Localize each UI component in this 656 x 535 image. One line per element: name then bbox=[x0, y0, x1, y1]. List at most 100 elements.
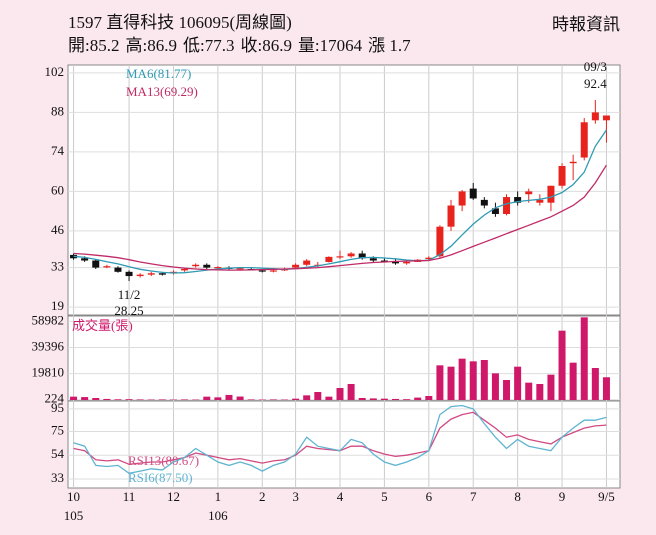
candle-body bbox=[181, 269, 189, 271]
quote-label: 漲 bbox=[368, 36, 389, 55]
quote-value: 77.3 bbox=[205, 36, 235, 55]
bar bbox=[203, 396, 211, 400]
candle-body bbox=[425, 257, 433, 260]
quote-value: 86.9 bbox=[147, 36, 177, 55]
candle-body bbox=[602, 115, 610, 121]
quote-value: 86.9 bbox=[262, 36, 292, 55]
candle-body bbox=[336, 256, 344, 258]
candle-body bbox=[136, 274, 144, 277]
bar bbox=[269, 399, 277, 400]
candle-body bbox=[114, 267, 122, 272]
bar bbox=[414, 397, 422, 400]
x-tick-label: 2 bbox=[259, 489, 266, 504]
candle-body bbox=[325, 256, 333, 262]
candle-body bbox=[81, 258, 89, 261]
candle-body bbox=[503, 197, 511, 214]
x-tick-label: 10 bbox=[67, 489, 80, 504]
bar bbox=[469, 361, 477, 400]
x-tick-label: 9 bbox=[559, 489, 566, 504]
bar bbox=[569, 362, 577, 400]
candle-body bbox=[292, 264, 300, 268]
annotation: 11/2 bbox=[118, 287, 141, 302]
candle-body bbox=[192, 264, 200, 267]
x-tick-label: 3 bbox=[292, 489, 299, 504]
candle-body bbox=[358, 253, 366, 259]
bar bbox=[236, 396, 244, 400]
x-tick-label: 1 bbox=[215, 489, 222, 504]
candle-body bbox=[569, 161, 577, 164]
candle-body bbox=[103, 266, 111, 268]
legend-entry: MA6(81.77) bbox=[126, 66, 191, 81]
legend-entry: MA13(69.29) bbox=[126, 84, 198, 99]
bar bbox=[380, 398, 388, 400]
bar bbox=[70, 396, 78, 400]
y-tick-label: 54 bbox=[51, 446, 65, 461]
quote: 開:85.2 高:86.9 低:77.3 收:86.9 量:17064 漲 1.7 bbox=[68, 36, 411, 55]
bar bbox=[336, 388, 344, 400]
bar bbox=[436, 365, 444, 400]
y-tick-label: 19810 bbox=[32, 365, 65, 380]
y-tick-label: 46 bbox=[51, 222, 65, 237]
candle-body bbox=[514, 197, 522, 203]
bar bbox=[125, 399, 133, 400]
bar bbox=[225, 394, 233, 400]
candle-body bbox=[369, 258, 377, 261]
candle-body bbox=[92, 260, 100, 268]
candle-body bbox=[347, 253, 355, 257]
bar bbox=[292, 398, 300, 400]
bar bbox=[136, 399, 144, 400]
panel bbox=[67, 64, 621, 316]
candle-body bbox=[269, 270, 277, 272]
candle-body bbox=[125, 271, 133, 277]
bar bbox=[325, 396, 333, 400]
annotation-value: 92.4 bbox=[584, 76, 607, 91]
candle-body bbox=[403, 261, 411, 264]
bar bbox=[425, 396, 433, 400]
annotation: 09/3 bbox=[584, 59, 607, 74]
quote-value: 85.2 bbox=[90, 36, 120, 55]
x-tick-label: 8 bbox=[514, 489, 521, 504]
bar bbox=[514, 366, 522, 400]
bar bbox=[303, 395, 311, 400]
bar bbox=[547, 374, 555, 400]
candle-body bbox=[591, 112, 599, 121]
bar bbox=[314, 392, 322, 400]
candle-body bbox=[147, 273, 155, 275]
bar bbox=[580, 317, 588, 400]
bar bbox=[358, 398, 366, 400]
x-sublabel: 106 bbox=[208, 508, 228, 523]
y-tick-label: 74 bbox=[51, 143, 65, 158]
y-tick-label: 95 bbox=[51, 400, 64, 415]
bar bbox=[247, 399, 255, 400]
bar bbox=[214, 397, 222, 400]
candle-body bbox=[258, 270, 266, 272]
bar bbox=[536, 384, 544, 400]
quote-label: 開: bbox=[68, 36, 90, 55]
y-tick-label: 33 bbox=[51, 470, 64, 485]
bar bbox=[81, 397, 89, 400]
x-tick-label: 4 bbox=[337, 489, 344, 504]
candle-body bbox=[158, 273, 166, 275]
y-tick-label: 224 bbox=[45, 391, 65, 406]
x-sublabel: 105 bbox=[64, 508, 84, 523]
x-tick-label: 7 bbox=[470, 489, 477, 504]
x-tick-label: 12 bbox=[167, 489, 180, 504]
bar bbox=[158, 399, 166, 400]
candle-body bbox=[436, 226, 444, 257]
bar bbox=[491, 373, 499, 400]
candle-body bbox=[558, 166, 566, 186]
line bbox=[73, 164, 607, 271]
x-tick-label: 9/5 bbox=[598, 489, 615, 504]
bar bbox=[591, 368, 599, 400]
panel bbox=[67, 400, 621, 489]
candle-body bbox=[214, 267, 222, 269]
y-tick-label: 88 bbox=[51, 103, 64, 118]
y-tick-label: 39396 bbox=[32, 338, 65, 353]
legend-entry: RSI6(87.50) bbox=[128, 470, 193, 485]
quote-value: 1.7 bbox=[389, 36, 411, 55]
bar bbox=[558, 330, 566, 400]
candle-body bbox=[236, 268, 244, 270]
bar bbox=[403, 399, 411, 400]
candle-body bbox=[536, 199, 544, 203]
line bbox=[73, 129, 607, 274]
